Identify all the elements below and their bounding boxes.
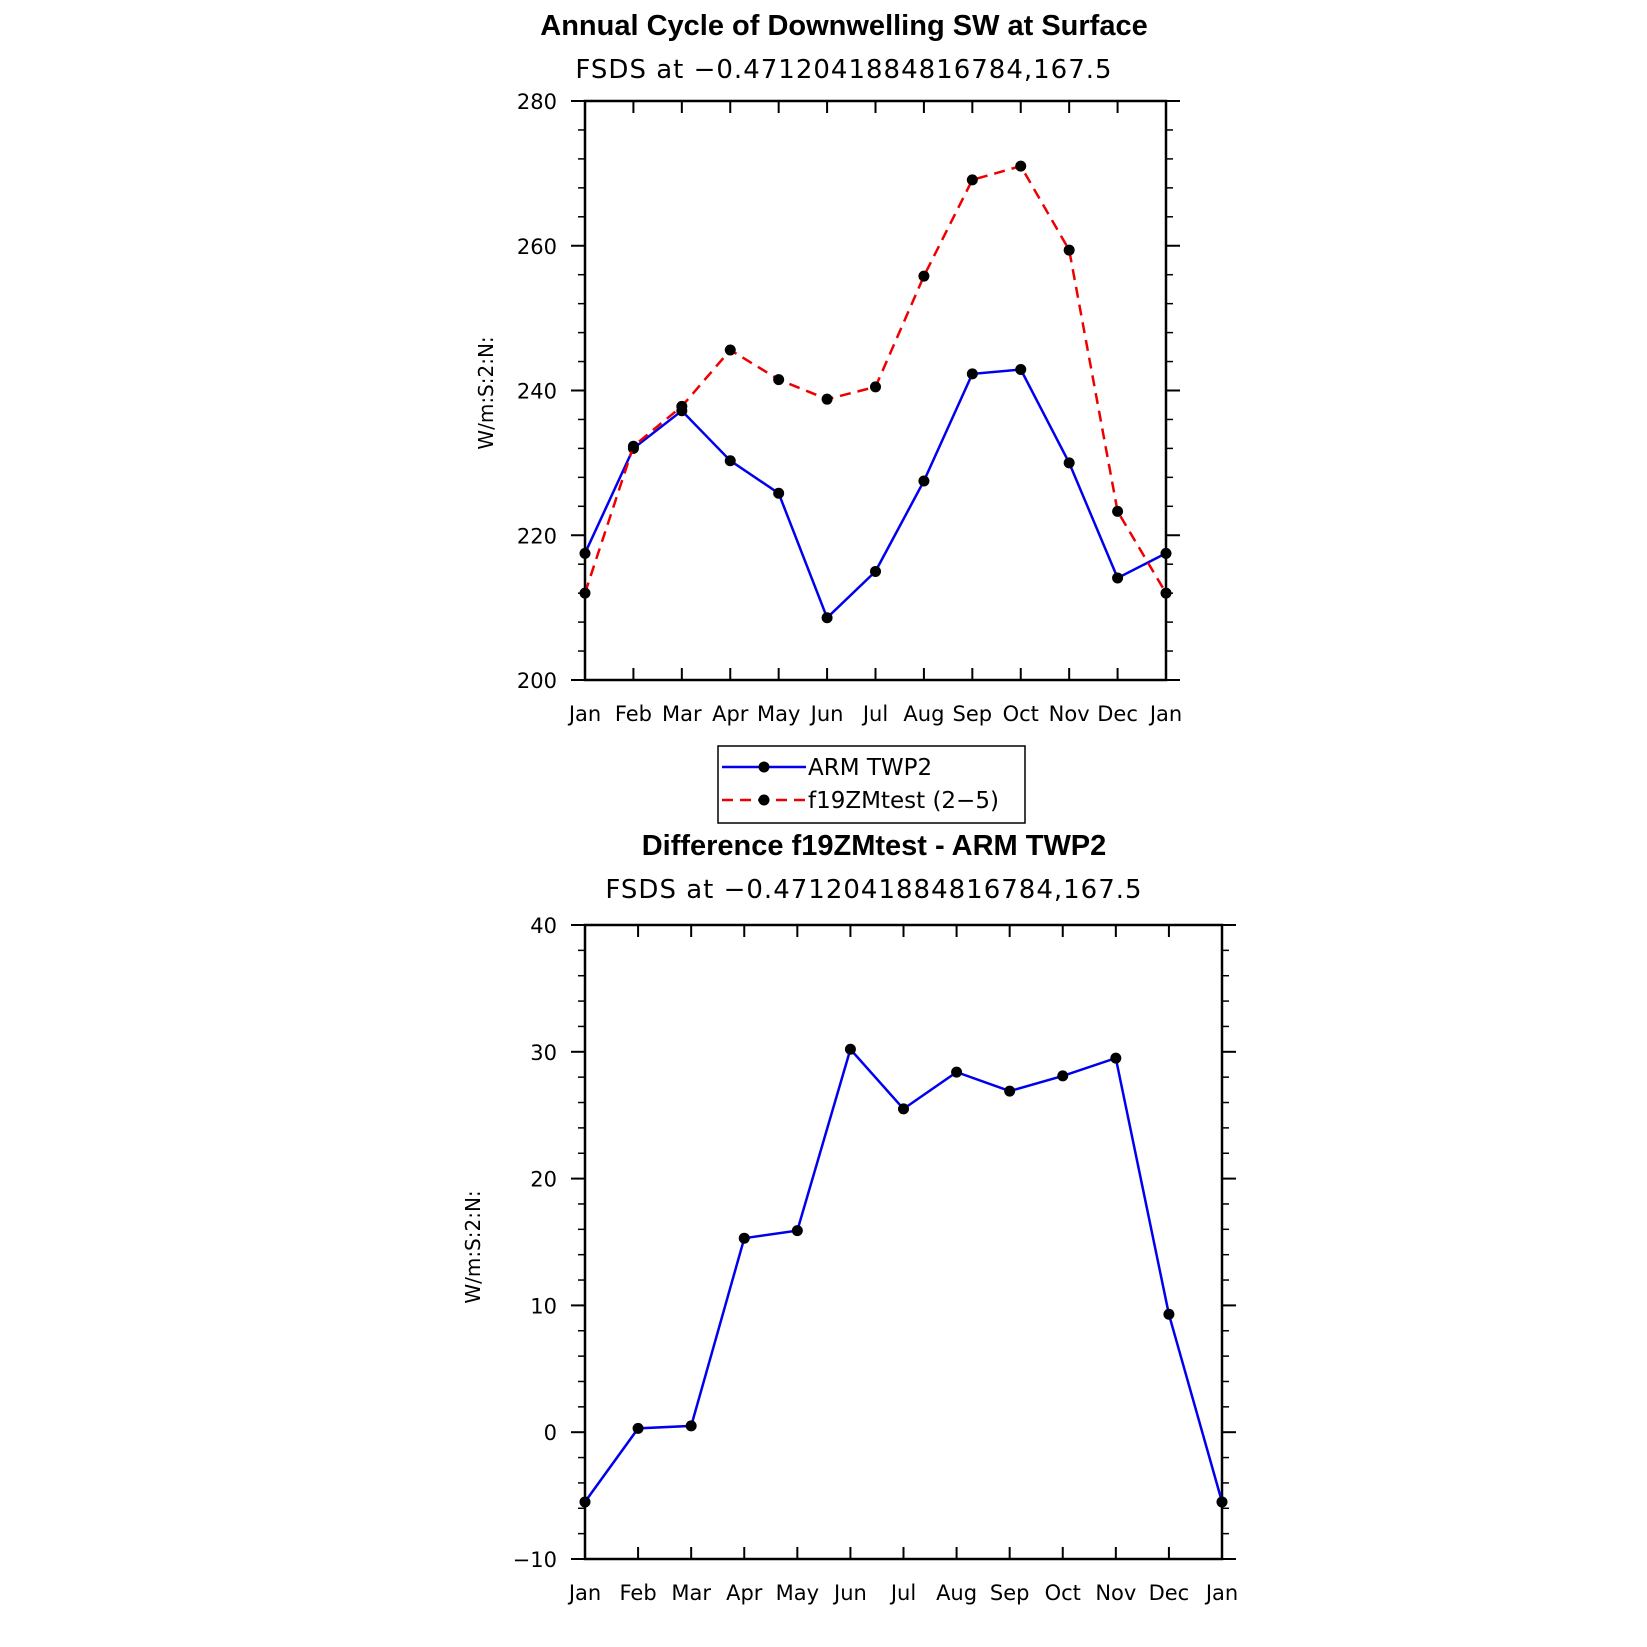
series-0-point xyxy=(1015,364,1027,376)
x-tick-label: Jun xyxy=(809,702,844,726)
x-tick-label: Jan xyxy=(567,702,601,726)
y-tick-label: 10 xyxy=(530,1294,557,1318)
x-tick-label: Apr xyxy=(726,1581,763,1605)
legend: ARM TWP2 f19ZMtest (2−5) xyxy=(717,745,1026,824)
series-1-point xyxy=(821,393,833,405)
x-tick-label: Sep xyxy=(953,702,993,726)
legend-box xyxy=(717,745,1026,824)
series-1-point xyxy=(870,381,881,393)
top-chart-title: Annual Cycle of Downwelling SW at Surfac… xyxy=(540,10,1147,42)
series-0-point xyxy=(821,612,833,624)
x-tick-label: Mar xyxy=(671,1581,711,1605)
x-tick-label: Feb xyxy=(619,1581,656,1605)
legend-marker-arm xyxy=(758,761,770,773)
top-y-axis-label: W/m:S:2:N: xyxy=(474,336,498,449)
y-tick-label: 20 xyxy=(530,1168,557,1192)
series-0-point xyxy=(1163,1308,1175,1320)
x-tick-label: May xyxy=(776,1581,819,1605)
x-tick-label: Nov xyxy=(1095,1581,1136,1605)
series-1-point xyxy=(579,587,591,599)
x-tick-label: Aug xyxy=(903,702,944,726)
top-chart-subtitle: FSDS at −0.4712041884816784,167.5 xyxy=(575,55,1112,85)
series-0-point xyxy=(1063,457,1075,469)
series-line-1 xyxy=(583,164,1168,594)
series-0-point xyxy=(951,1066,963,1078)
x-tick-label: Jan xyxy=(1204,1581,1238,1605)
series-0-point xyxy=(685,1420,697,1432)
legend-label-model: f19ZMtest (2−5) xyxy=(808,788,999,814)
series-0-point xyxy=(791,1225,803,1237)
series-0-point xyxy=(632,1422,644,1434)
series-1-point xyxy=(724,344,736,356)
y-tick-label: −10 xyxy=(513,1548,557,1572)
series-1-point xyxy=(966,174,978,186)
y-tick-label: 280 xyxy=(517,90,557,114)
series-line-0 xyxy=(583,368,1167,620)
series-1-point xyxy=(1160,587,1172,599)
series-0-point xyxy=(1004,1085,1016,1097)
series-0-point xyxy=(966,368,978,380)
top-chart-marks: Jan Feb Mar Apr May Jun Jul Aug Sep Oct Nov Dec Jan 2… xyxy=(517,90,1182,726)
legend-label-arm: ARM TWP2 xyxy=(808,755,932,781)
series-1-point xyxy=(627,440,639,452)
x-tick-label: Jan xyxy=(567,1581,601,1605)
x-tick-label: Apr xyxy=(712,702,749,726)
series-1-point xyxy=(773,374,785,386)
series-1-point xyxy=(676,400,688,412)
x-tick-label: May xyxy=(757,702,800,726)
x-tick-label: Jan xyxy=(1148,702,1182,726)
bottom-panel: Difference f19ZMtest - ARM TWP2 FSDS at … xyxy=(461,830,1238,1605)
y-tick-label: 40 xyxy=(530,914,557,938)
series-0-point xyxy=(1216,1496,1228,1508)
series-0-point xyxy=(1112,572,1124,584)
series-1-point xyxy=(1112,505,1124,517)
series-0-point xyxy=(1057,1070,1069,1082)
bottom-chart-marks: Jan Feb Mar Apr May Jun Jul Aug Sep Oct Nov Dec Jan−… xyxy=(513,914,1239,1605)
series-1-point xyxy=(1063,244,1075,256)
series-line-0 xyxy=(583,1046,1224,1503)
series-0-point xyxy=(1110,1052,1122,1064)
series-0-point xyxy=(773,487,785,499)
bottom-chart-subtitle: FSDS at −0.4712041884816784,167.5 xyxy=(605,875,1142,905)
x-tick-label: Jul xyxy=(861,702,888,726)
series-0-point xyxy=(870,565,881,577)
x-tick-label: Mar xyxy=(662,702,702,726)
x-tick-label: Oct xyxy=(1003,702,1039,726)
series-1-point xyxy=(918,270,930,282)
x-tick-label: Dec xyxy=(1097,702,1138,726)
series-0-point xyxy=(898,1103,909,1115)
y-tick-label: 30 xyxy=(530,1041,557,1065)
legend-marker-model xyxy=(758,794,770,806)
series-0-point xyxy=(579,547,591,559)
y-tick-label: 200 xyxy=(517,669,557,693)
bottom-y-axis-label: W/m:S:2:N: xyxy=(461,1190,485,1303)
x-tick-label: Jun xyxy=(832,1581,867,1605)
x-tick-label: Oct xyxy=(1045,1581,1081,1605)
x-tick-label: Dec xyxy=(1149,1581,1190,1605)
series-0-point xyxy=(1160,547,1172,559)
x-tick-label: Sep xyxy=(990,1581,1030,1605)
series-0-point xyxy=(579,1496,591,1508)
series-0-point xyxy=(724,455,736,467)
x-tick-label: Nov xyxy=(1049,702,1090,726)
x-tick-label: Aug xyxy=(936,1581,977,1605)
y-tick-label: 260 xyxy=(517,235,557,259)
series-0-point xyxy=(738,1232,750,1244)
bottom-chart-title: Difference f19ZMtest - ARM TWP2 xyxy=(642,830,1107,862)
series-0-point xyxy=(844,1043,856,1055)
y-tick-label: 220 xyxy=(517,524,557,548)
bottom-plot-frame xyxy=(583,923,1224,1561)
series-1-point xyxy=(1015,160,1027,172)
series-0-point xyxy=(918,475,930,487)
top-panel: Annual Cycle of Downwelling SW at Surfac… xyxy=(474,10,1182,726)
x-tick-label: Feb xyxy=(615,702,652,726)
x-tick-label: Jul xyxy=(889,1581,916,1605)
y-tick-label: 0 xyxy=(544,1421,557,1445)
y-tick-label: 240 xyxy=(517,380,557,404)
